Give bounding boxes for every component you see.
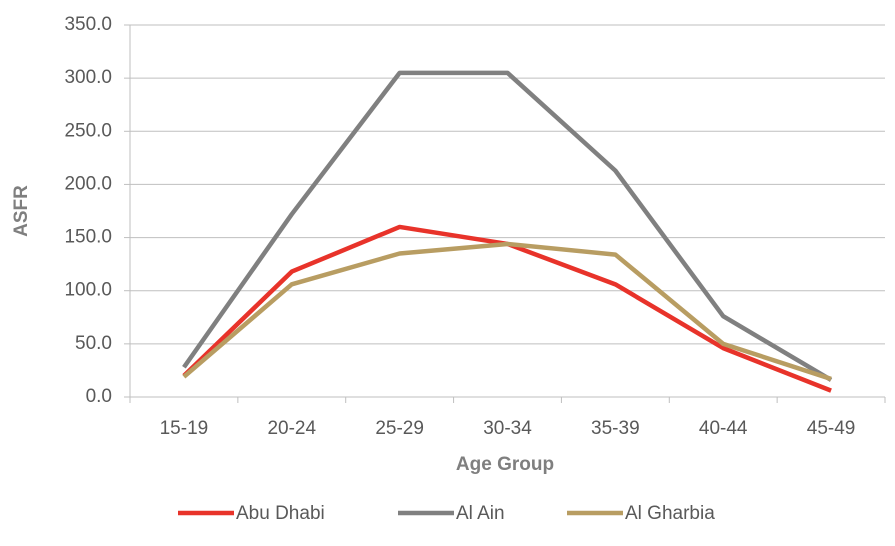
x-tick-label: 20-24 bbox=[267, 418, 316, 439]
x-tick-label: 25-29 bbox=[375, 418, 424, 439]
x-tick-label: 35-39 bbox=[591, 418, 640, 439]
series-line bbox=[182, 241, 832, 382]
y-tick-label: 50.0 bbox=[75, 333, 112, 354]
series-line bbox=[182, 70, 833, 382]
y-tick-label: 150.0 bbox=[64, 227, 112, 248]
x-tick-label: 40-44 bbox=[699, 418, 748, 439]
x-axis-label: Age Group bbox=[456, 454, 554, 475]
y-tick-label: 300.0 bbox=[64, 67, 112, 88]
y-tick-label: 100.0 bbox=[64, 280, 112, 301]
x-tick-label: 45-49 bbox=[807, 418, 856, 439]
y-tick-label: 250.0 bbox=[64, 120, 112, 141]
x-tick-label: 30-34 bbox=[483, 418, 532, 439]
legend-label: Al Ain bbox=[456, 503, 505, 524]
series-line bbox=[182, 224, 832, 393]
y-tick-label: 350.0 bbox=[64, 14, 112, 35]
legend-label: Al Gharbia bbox=[625, 503, 715, 524]
y-tick-label: 200.0 bbox=[64, 173, 112, 194]
legend-label: Abu Dhabi bbox=[236, 503, 325, 524]
y-axis-label: ASFR bbox=[11, 185, 32, 237]
y-tick-label: 0.0 bbox=[86, 386, 112, 407]
x-tick-label: 15-19 bbox=[160, 418, 209, 439]
